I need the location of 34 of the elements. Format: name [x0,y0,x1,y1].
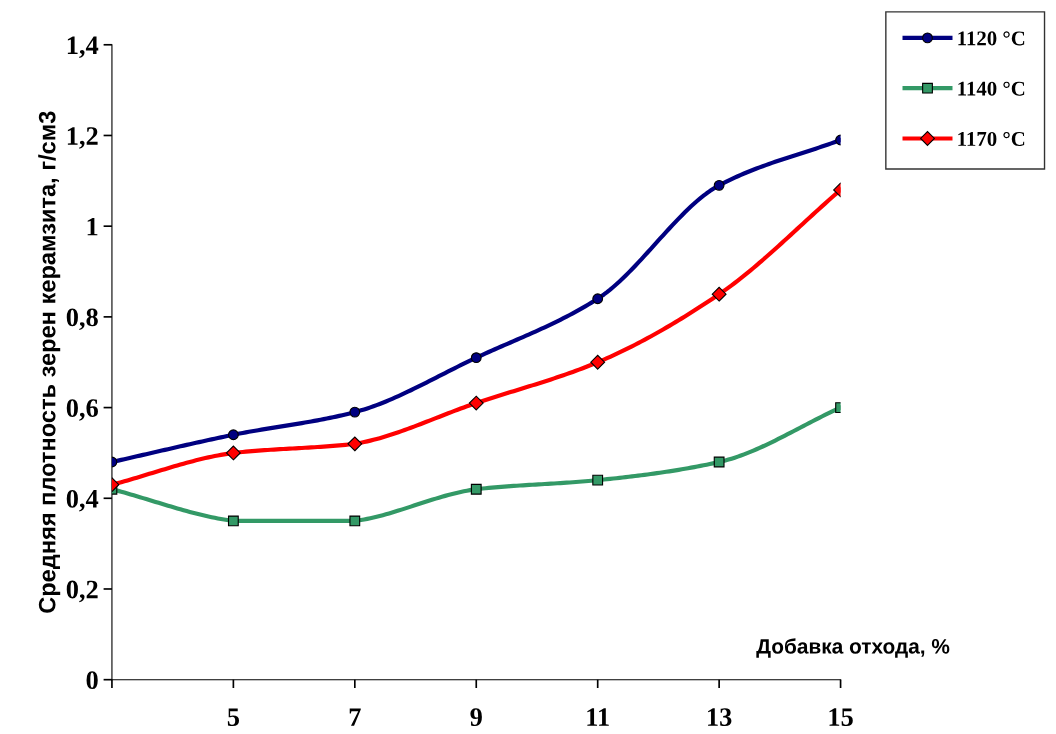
point [227,429,239,441]
x-tick-label: 7 [349,708,361,726]
point [349,406,361,418]
legend-label: 1140 °C [958,81,1025,96]
point [225,445,241,461]
point [468,395,484,411]
y-tick-label: 0,2 [66,580,98,603]
x-tick-label: 15 [829,708,853,727]
y-tick-label: 1,4 [67,36,99,59]
point [349,515,361,527]
point [713,179,725,191]
point [592,293,604,305]
x-axis-title: Добавка отхода, % [756,638,950,658]
point [592,474,604,486]
y-tick-label: 1 [87,217,98,236]
point [711,286,727,302]
point [590,354,606,370]
point [713,456,725,468]
point [227,515,239,527]
y-tick-label: 0 [86,671,98,690]
y-tick-label: 0,8 [66,308,98,331]
y-tick-label: 1,2 [67,127,98,149]
x-tick-label: 9 [470,708,482,727]
x-tick-label: 11 [587,708,609,726]
legend-label: 1120 °C [958,31,1025,46]
point [347,436,363,452]
y-axis-title: Средняя плотность зерен керамзита, г/см3 [38,111,61,613]
legend-label: 1170 °C [958,131,1025,146]
point [470,352,482,364]
x-tick-label: 5 [227,708,240,727]
x-tick-label: 13 [708,708,732,727]
y-tick-label: 0,6 [66,399,98,421]
y-tick-label: 0,4 [66,489,99,512]
point [470,483,482,495]
